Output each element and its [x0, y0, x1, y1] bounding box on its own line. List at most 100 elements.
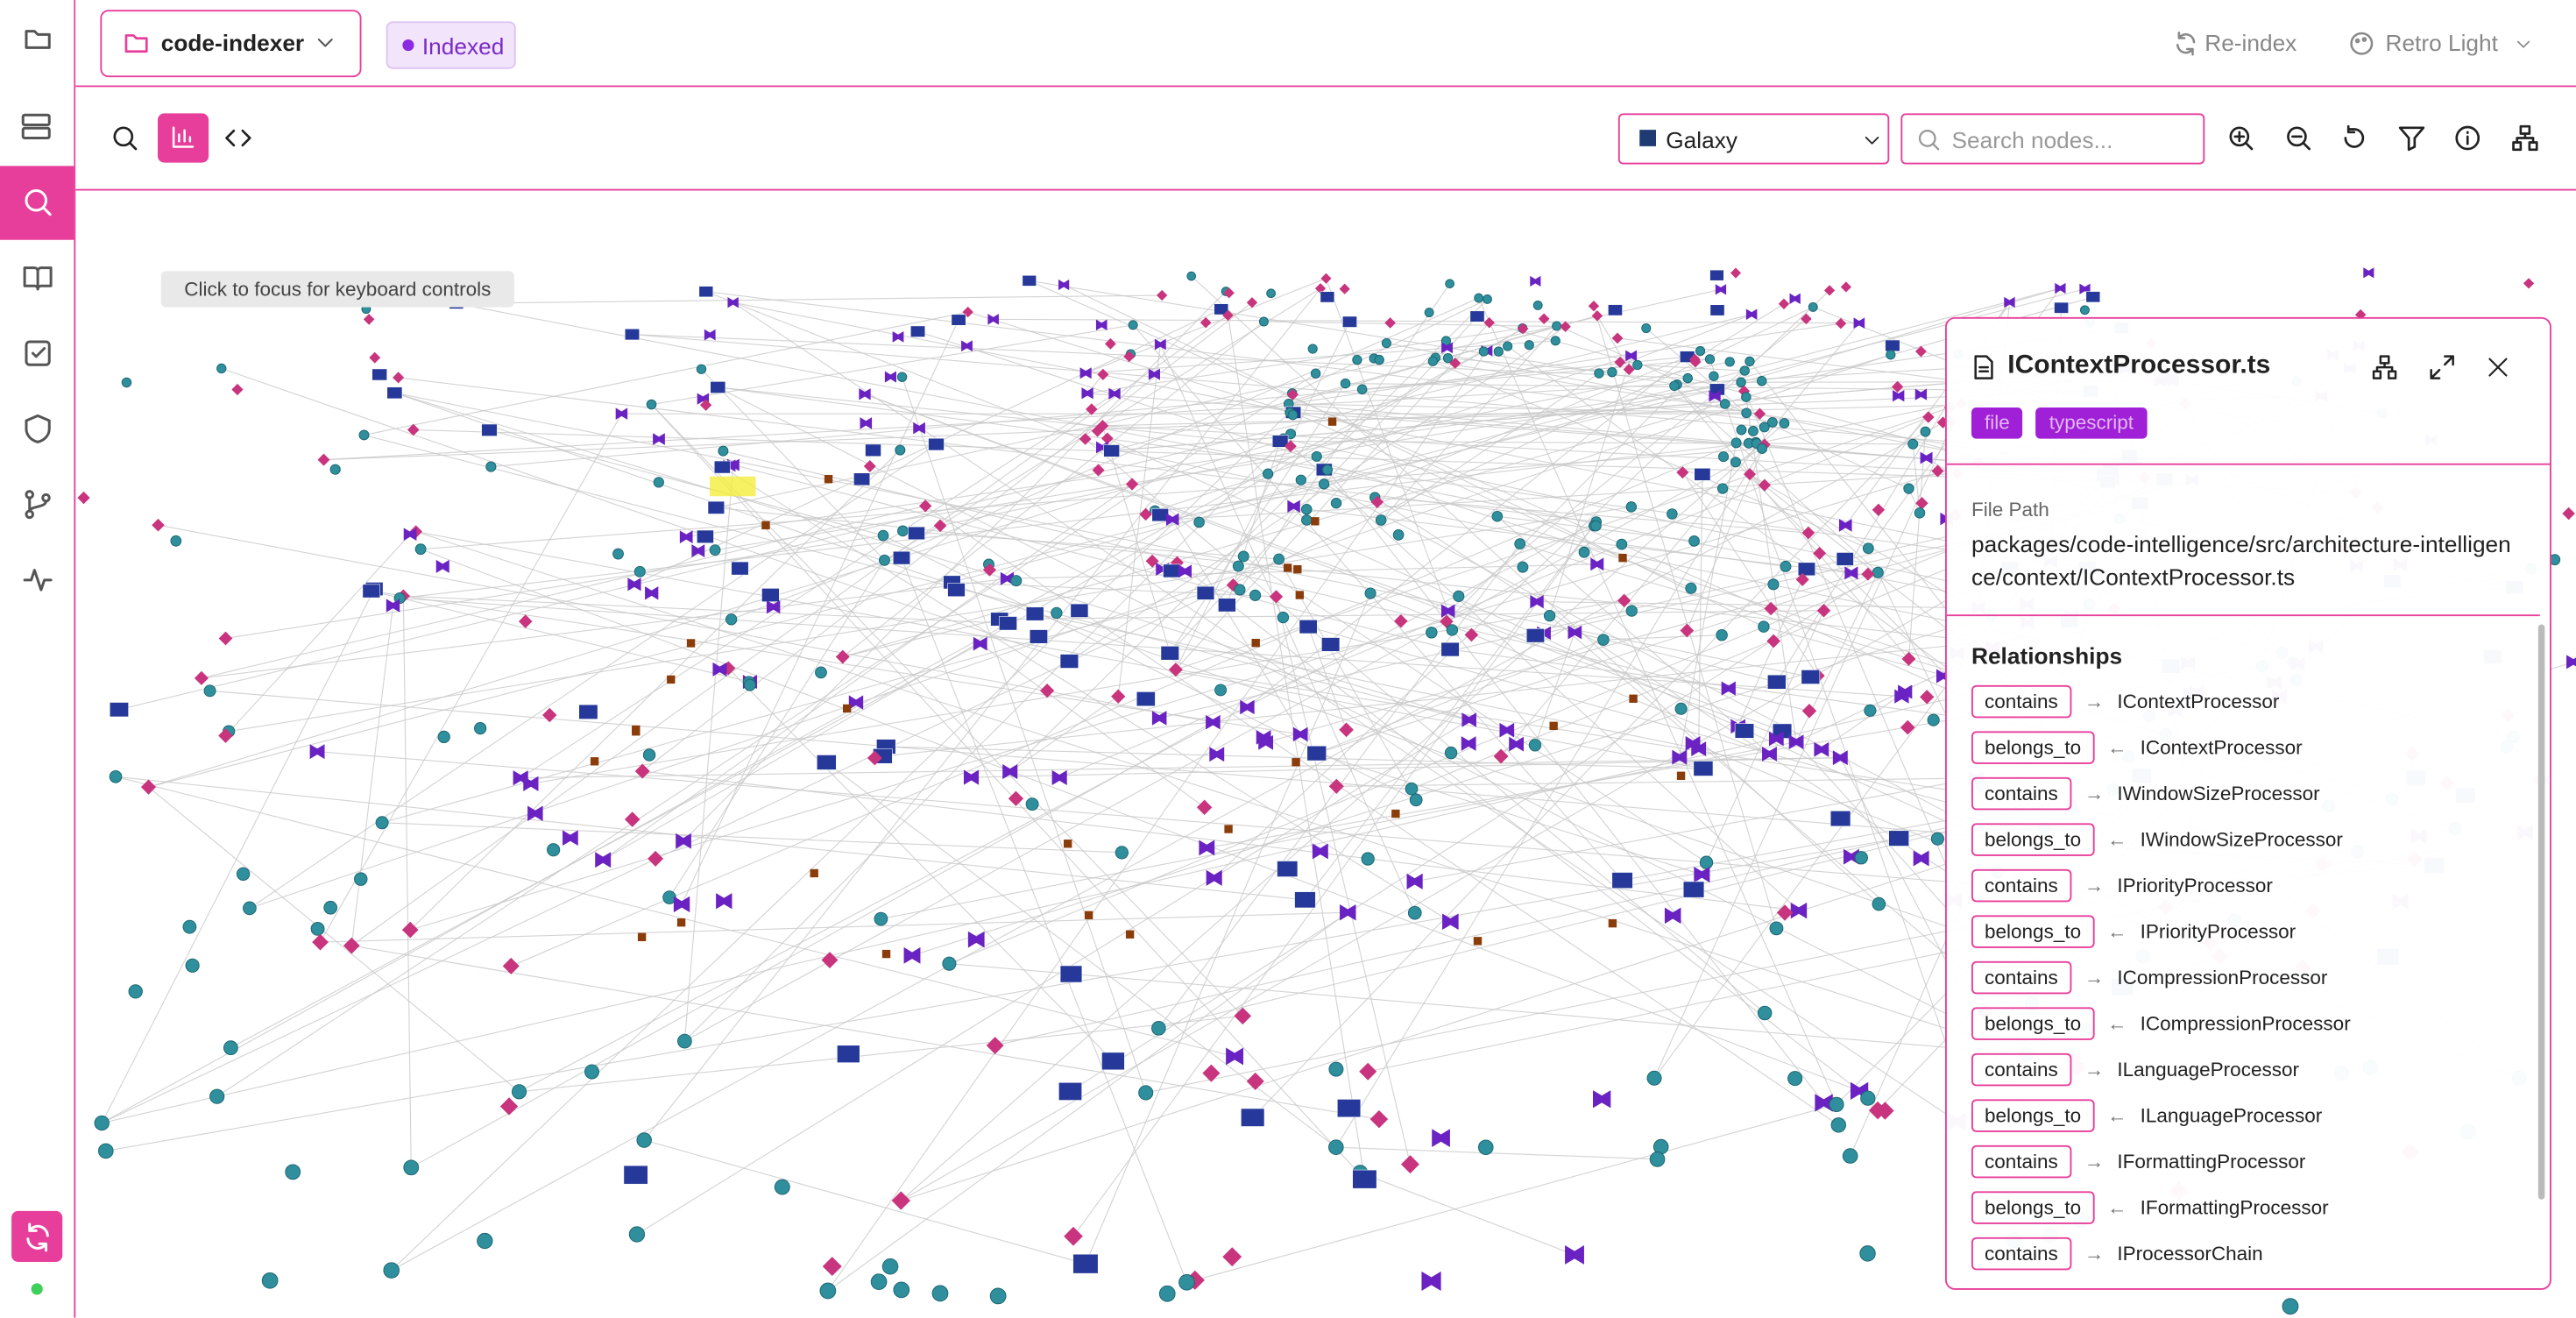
- graph-node[interactable]: [1766, 417, 1778, 428]
- graph-node[interactable]: [511, 1084, 527, 1100]
- graph-node[interactable]: [1442, 353, 1454, 364]
- graph-node[interactable]: [1838, 519, 1852, 532]
- graph-node[interactable]: [1294, 891, 1316, 909]
- graph-node[interactable]: [1406, 873, 1423, 889]
- relationship-row[interactable]: belongs_to ← IPriorityProcessor: [1971, 915, 2296, 948]
- graph-node[interactable]: [1795, 572, 1809, 586]
- graph-node[interactable]: [121, 377, 132, 388]
- graph-node[interactable]: [1299, 620, 1318, 634]
- graph-node[interactable]: [1664, 907, 1681, 925]
- graph-node[interactable]: [1266, 288, 1276, 299]
- activity-icon[interactable]: [23, 565, 53, 595]
- graph-node[interactable]: [633, 565, 646, 578]
- graph-node[interactable]: [761, 588, 780, 602]
- search-icon[interactable]: [23, 188, 53, 217]
- graph-node[interactable]: [1676, 771, 1686, 780]
- graph-node[interactable]: [1514, 538, 1526, 550]
- graph-node[interactable]: [676, 918, 686, 927]
- graph-node[interactable]: [1145, 554, 1159, 568]
- graph-node[interactable]: [673, 896, 690, 913]
- graph-node[interactable]: [1758, 620, 1770, 633]
- graph-node[interactable]: [642, 748, 656, 762]
- graph-node[interactable]: [817, 755, 837, 770]
- zoom-out[interactable]: [2285, 125, 2311, 152]
- graph-node[interactable]: [1128, 320, 1138, 330]
- graph-node[interactable]: [1375, 514, 1387, 526]
- graph-node[interactable]: [989, 1287, 1007, 1305]
- graph-node[interactable]: [1517, 561, 1529, 573]
- graph-node[interactable]: [1568, 625, 1582, 640]
- relationship-row[interactable]: belongs_to ← ICompressionProcessor: [1971, 1007, 2351, 1040]
- graph-node[interactable]: [1864, 704, 1877, 717]
- graph-node[interactable]: [1769, 921, 1784, 936]
- graph-node[interactable]: [1830, 1117, 1847, 1133]
- graph-node[interactable]: [1424, 308, 1434, 318]
- graph-view-button[interactable]: [158, 113, 209, 163]
- graph-node[interactable]: [1394, 614, 1408, 628]
- graph-node[interactable]: [1339, 722, 1354, 738]
- graph-node[interactable]: [1801, 704, 1817, 719]
- graph-node[interactable]: [1682, 372, 1693, 384]
- graph-node[interactable]: [563, 830, 578, 847]
- graph-node[interactable]: [1059, 654, 1079, 669]
- graph-node[interactable]: [892, 330, 904, 343]
- graph-node[interactable]: [865, 443, 881, 457]
- graph-node[interactable]: [128, 984, 143, 999]
- graph-node[interactable]: [1927, 713, 1940, 726]
- graph-node[interactable]: [1426, 627, 1438, 639]
- folder-icon[interactable]: [23, 23, 53, 53]
- graph-node[interactable]: [354, 872, 368, 886]
- graph-node[interactable]: [1674, 702, 1688, 715]
- graph-node[interactable]: [691, 544, 705, 557]
- graph-node[interactable]: [1356, 384, 1368, 395]
- graph-node[interactable]: [1407, 905, 1422, 920]
- graph-node[interactable]: [1095, 319, 1108, 331]
- graph-node[interactable]: [1002, 764, 1018, 780]
- relationship-row[interactable]: belongs_to ← IWindowSizeProcessor: [1971, 823, 2343, 856]
- graph-node[interactable]: [437, 730, 450, 744]
- graph-node[interactable]: [2085, 291, 2101, 303]
- book-icon[interactable]: [23, 263, 53, 293]
- graph-node[interactable]: [1524, 340, 1534, 351]
- graph-node[interactable]: [1861, 567, 1875, 581]
- graph-node[interactable]: [1614, 356, 1626, 368]
- graph-node[interactable]: [910, 325, 926, 337]
- graph-node[interactable]: [1747, 426, 1759, 436]
- graph-node[interactable]: [203, 684, 216, 698]
- graph-node[interactable]: [636, 1132, 652, 1148]
- graph-node[interactable]: [590, 757, 599, 766]
- graph-node[interactable]: [897, 525, 909, 537]
- graph-node[interactable]: [1719, 399, 1730, 409]
- graph-node[interactable]: [848, 695, 864, 710]
- relationship-row[interactable]: belongs_to ← IContextProcessor: [1971, 731, 2303, 764]
- graph-node[interactable]: [1915, 497, 1928, 510]
- graph-node[interactable]: [1105, 337, 1116, 350]
- graph-node[interactable]: [1788, 734, 1804, 750]
- graph-node[interactable]: [1446, 624, 1459, 636]
- graph-node[interactable]: [1072, 1253, 1099, 1274]
- graph-node[interactable]: [523, 776, 539, 791]
- graph-node[interactable]: [358, 429, 370, 441]
- graph-node[interactable]: [1125, 478, 1139, 491]
- graph-node[interactable]: [1115, 846, 1129, 860]
- reset-view[interactable]: [2341, 124, 2367, 152]
- graph-node[interactable]: [584, 1064, 599, 1080]
- graph-node[interactable]: [1823, 285, 1836, 296]
- graph-node[interactable]: [1688, 535, 1700, 547]
- graph-node[interactable]: [1477, 1139, 1494, 1156]
- graph-node[interactable]: [1565, 1245, 1584, 1265]
- graph-node[interactable]: [109, 769, 123, 783]
- graph-node[interactable]: [1709, 304, 1725, 316]
- graph-node[interactable]: [1209, 747, 1225, 762]
- graph-node[interactable]: [1699, 855, 1714, 869]
- graph-node[interactable]: [1629, 694, 1638, 703]
- graph-node[interactable]: [317, 453, 330, 466]
- graph-node[interactable]: [1903, 483, 1914, 494]
- graph-node[interactable]: [1287, 409, 1299, 421]
- graph-node[interactable]: [1070, 603, 1089, 618]
- graph-node[interactable]: [843, 704, 852, 713]
- graph-node[interactable]: [1421, 1271, 1441, 1292]
- graph-node[interactable]: [1530, 594, 1544, 609]
- graph-node[interactable]: [1493, 346, 1504, 357]
- graph-node[interactable]: [667, 675, 676, 684]
